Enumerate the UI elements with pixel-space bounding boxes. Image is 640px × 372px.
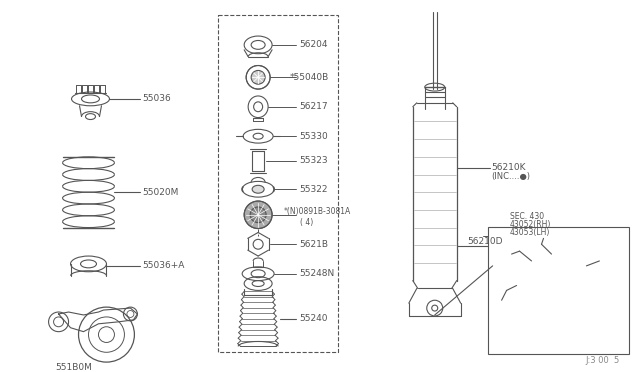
Text: 56210K: 56210K <box>492 163 526 172</box>
Text: 55248N: 55248N <box>299 269 334 278</box>
Text: ( 4): ( 4) <box>300 218 314 227</box>
Circle shape <box>244 201 272 228</box>
Text: 551B0M: 551B0M <box>56 363 92 372</box>
Text: SEC. 430: SEC. 430 <box>509 212 544 221</box>
Ellipse shape <box>252 185 264 193</box>
Text: *55040B: *55040B <box>290 73 330 82</box>
Text: 55020M: 55020M <box>142 188 179 197</box>
Text: 43052(RH): 43052(RH) <box>509 220 551 229</box>
Ellipse shape <box>541 268 581 322</box>
Text: 55323: 55323 <box>299 156 328 165</box>
Text: 55322: 55322 <box>299 185 328 194</box>
Text: 56217: 56217 <box>299 102 328 111</box>
Bar <box>218 15 338 352</box>
Text: *(N)0891B-3081A: *(N)0891B-3081A <box>284 207 351 217</box>
Text: 56210D: 56210D <box>468 237 503 246</box>
Text: 55036+A: 55036+A <box>142 262 185 270</box>
Text: 56204: 56204 <box>299 41 328 49</box>
Text: J:3 00  5: J:3 00 5 <box>585 356 620 365</box>
Circle shape <box>251 70 265 84</box>
Text: 55240: 55240 <box>299 314 328 323</box>
Text: 55036: 55036 <box>142 94 171 103</box>
Text: (INC....●): (INC....●) <box>492 172 531 181</box>
Bar <box>488 227 629 354</box>
Text: 5621B: 5621B <box>299 240 328 249</box>
Circle shape <box>250 207 266 223</box>
Text: 55330: 55330 <box>299 132 328 141</box>
Text: 43053(LH): 43053(LH) <box>509 228 550 237</box>
Ellipse shape <box>532 259 591 332</box>
